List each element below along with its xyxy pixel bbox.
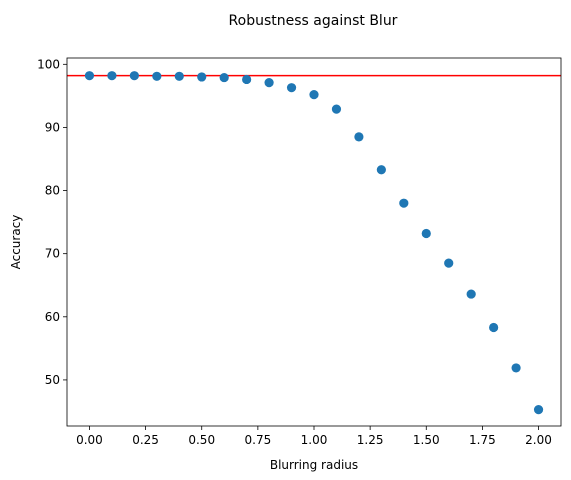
- y-axis-label: Accuracy: [9, 215, 23, 270]
- data-point: [152, 72, 161, 81]
- data-point: [130, 71, 139, 80]
- data-point: [534, 405, 543, 414]
- data-point: [264, 78, 273, 87]
- x-tick-label: 1.00: [301, 433, 328, 447]
- data-point: [377, 165, 386, 174]
- x-tick-label: 0.50: [188, 433, 215, 447]
- x-tick-label: 0.00: [76, 433, 103, 447]
- data-point: [287, 83, 296, 92]
- data-point: [85, 71, 94, 80]
- data-point: [309, 90, 318, 99]
- x-tick-label: 0.75: [245, 433, 272, 447]
- x-tick-label: 1.25: [357, 433, 384, 447]
- x-tick-label: 0.25: [132, 433, 159, 447]
- data-point: [444, 259, 453, 268]
- data-point: [399, 199, 408, 208]
- chart-title: Robustness against Blur: [229, 13, 398, 29]
- y-tick-label: 50: [45, 373, 60, 387]
- y-tick-label: 70: [45, 247, 60, 261]
- y-tick-label: 80: [45, 184, 60, 198]
- data-point: [354, 132, 363, 141]
- data-point: [107, 71, 116, 80]
- data-point: [197, 72, 206, 81]
- data-point: [332, 105, 341, 114]
- data-point: [175, 72, 184, 81]
- data-point: [489, 323, 498, 332]
- y-tick-label: 60: [45, 310, 60, 324]
- x-tick-label: 2.00: [525, 433, 552, 447]
- x-axis-label: Blurring radius: [270, 458, 358, 472]
- y-tick-label: 100: [37, 57, 60, 71]
- data-point: [422, 229, 431, 238]
- data-point: [467, 289, 476, 298]
- x-tick-label: 1.75: [469, 433, 496, 447]
- data-point: [242, 75, 251, 84]
- y-tick-label: 90: [45, 120, 60, 134]
- data-point: [220, 73, 229, 82]
- data-point: [511, 363, 520, 372]
- x-tick-label: 1.50: [413, 433, 440, 447]
